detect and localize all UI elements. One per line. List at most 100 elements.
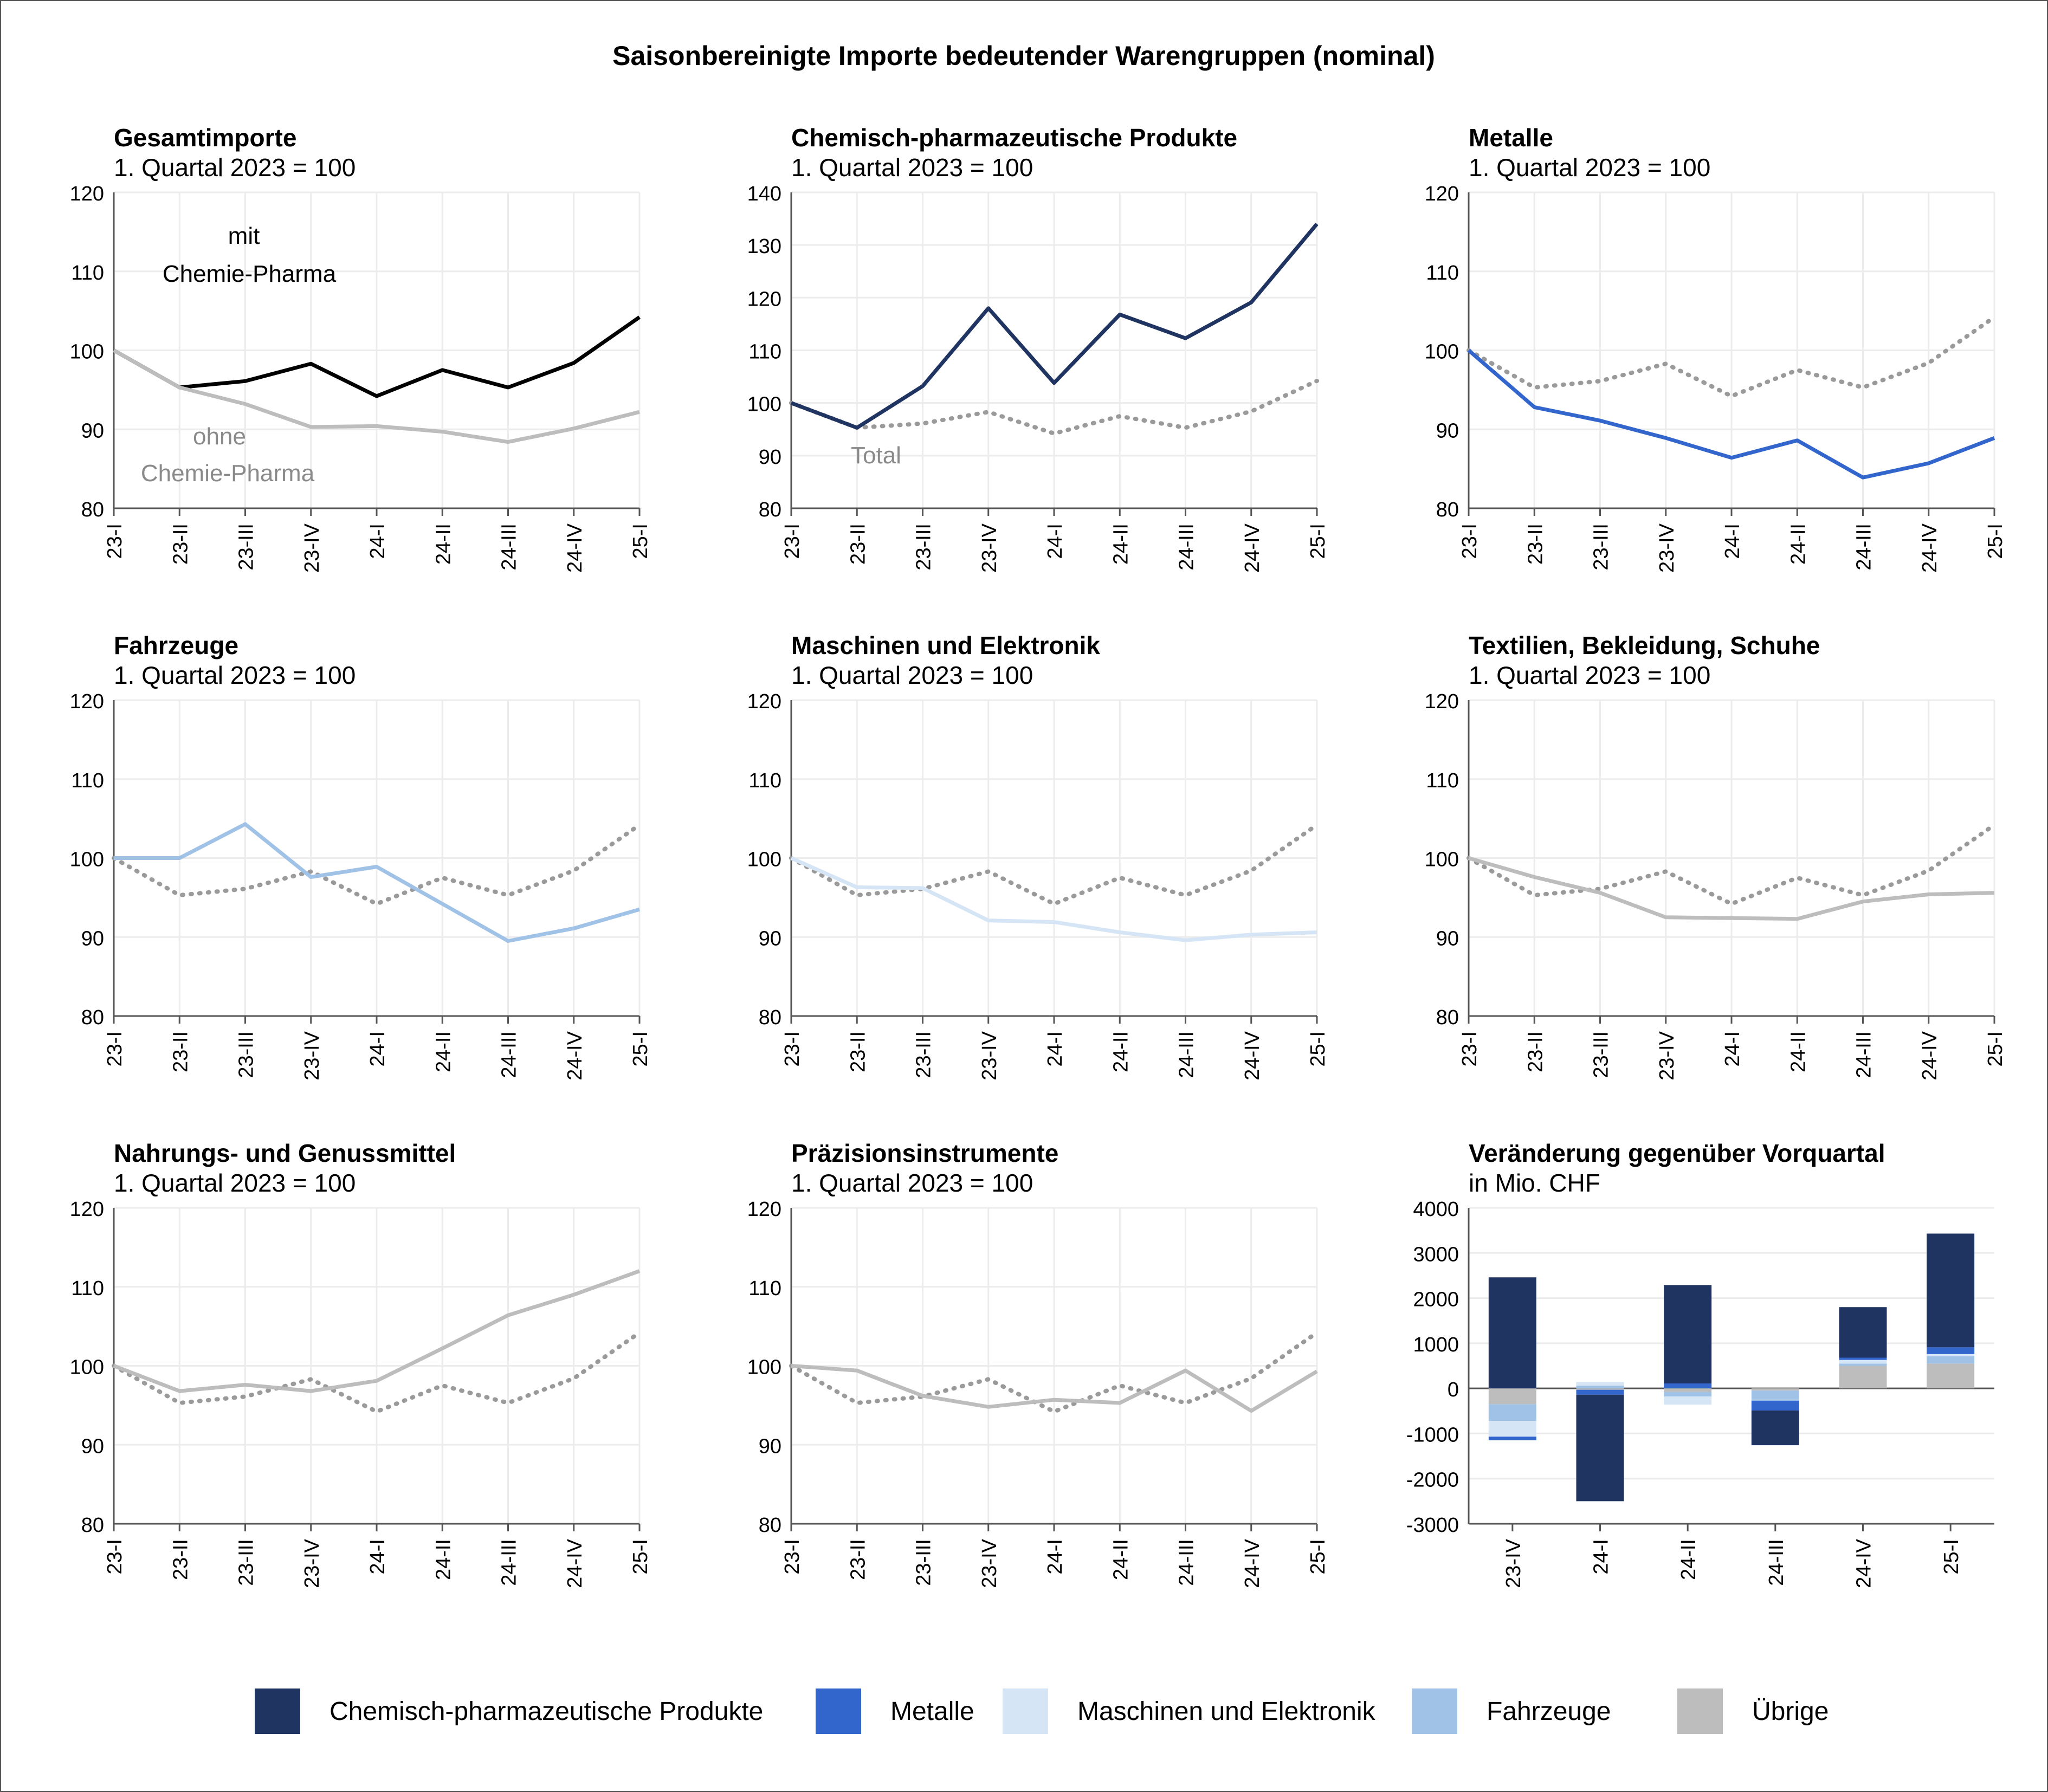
y-tick-label: 100 — [747, 1356, 781, 1379]
panel-title: Fahrzeuge — [114, 631, 238, 659]
x-tick-label: 24-IV — [564, 1031, 586, 1080]
x-tick-label: 23-III — [913, 523, 935, 571]
x-tick-label: 23-IV — [1656, 1031, 1678, 1080]
series-line-total — [112, 823, 642, 906]
x-tick-label: 24-IV — [1918, 1031, 1941, 1080]
bar-segment-maschinen-und-elektronik — [1664, 1396, 1712, 1405]
y-tick-label: 110 — [71, 1277, 104, 1300]
x-tick-label: 25-I — [629, 523, 652, 559]
legend-label: Maschinen und Elektronik — [1077, 1697, 1376, 1726]
x-tick-label: 24-III — [498, 1031, 521, 1078]
legend-swatch-metalle — [816, 1689, 861, 1734]
y-tick-label: 100 — [70, 341, 104, 364]
series-line-maschinen-und-elektronik — [790, 856, 1317, 942]
x-tick-label: 24-IV — [1241, 1538, 1264, 1588]
x-tick-label: 24-IV — [1918, 523, 1941, 572]
series-line-total — [789, 378, 1319, 436]
y-tick-label: 110 — [1426, 769, 1459, 792]
x-tick-label: 24-IV — [1241, 523, 1264, 572]
y-tick-label: 80 — [81, 499, 104, 521]
y-tick-label: 120 — [747, 690, 781, 713]
series-line-total — [789, 823, 1319, 906]
y-tick-label: 2000 — [1413, 1289, 1459, 1311]
bar-segment-fahrzeuge — [1488, 1404, 1536, 1421]
bar-segment-ubrige — [1576, 1388, 1624, 1390]
bar-segment-maschinen-und-elektronik — [1576, 1382, 1624, 1386]
y-tick-label: 80 — [81, 1006, 104, 1029]
x-tick-label: 24-I — [1721, 523, 1744, 559]
bar-segment-chemisch-pharmazeutische-produkte — [1664, 1285, 1712, 1383]
bar-segment-ubrige — [1751, 1388, 1799, 1391]
bar-segment-metalle — [1576, 1389, 1624, 1395]
annotation-label: ohne — [193, 423, 246, 450]
x-tick-label: 24-III — [1175, 1539, 1198, 1586]
bar-segment-metalle — [1488, 1437, 1536, 1440]
y-tick-label: 90 — [81, 419, 104, 442]
x-tick-label: 23-IV — [1502, 1538, 1525, 1588]
series-line-prazisionsinstrumente — [791, 1364, 1318, 1413]
bar-segment-fahrzeuge — [1576, 1386, 1624, 1389]
y-tick-label: 120 — [747, 288, 781, 310]
x-tick-label: 24-IV — [1241, 1031, 1264, 1080]
bar-segment-metalle — [1839, 1357, 1887, 1360]
panel-subtitle: 1. Quartal 2023 = 100 — [791, 153, 1033, 182]
series-line-fahrzeuge — [114, 822, 640, 943]
panel-subtitle: 1. Quartal 2023 = 100 — [1469, 153, 1710, 182]
x-tick-label: 24-II — [1787, 1031, 1810, 1072]
bar-segment-chemisch-pharmazeutische-produkte — [1751, 1410, 1799, 1446]
y-tick-label: 110 — [748, 341, 781, 364]
y-tick-label: 90 — [81, 1435, 104, 1458]
x-tick-label: 23-IV — [301, 523, 324, 572]
panel-title: Präzisionsinstrumente — [791, 1139, 1058, 1167]
y-tick-label: 90 — [1436, 419, 1459, 442]
x-tick-label: 23-I — [781, 523, 804, 559]
x-tick-label: 24-III — [498, 523, 521, 571]
x-tick-label: 24-I — [366, 1539, 389, 1574]
x-tick-label: 24-III — [1175, 1031, 1198, 1078]
x-tick-label: 24-II — [1677, 1539, 1700, 1580]
x-tick-label: 23-II — [169, 1539, 192, 1580]
x-tick-label: 25-I — [1307, 523, 1329, 559]
x-tick-label: 24-I — [1044, 523, 1067, 559]
legend-label: Metalle — [890, 1697, 974, 1726]
x-tick-label: 23-I — [781, 1539, 804, 1574]
x-tick-label: 24-III — [1853, 523, 1876, 571]
x-tick-label: 25-I — [1984, 523, 2007, 559]
x-tick-label: 23-III — [913, 1539, 935, 1586]
x-tick-label: 24-IV — [564, 523, 586, 572]
x-tick-label: 24-III — [1175, 523, 1198, 571]
y-tick-label: 120 — [70, 690, 104, 713]
x-tick-label: 23-IV — [978, 523, 1001, 572]
x-tick-label: 23-IV — [978, 1031, 1001, 1080]
y-tick-label: 100 — [70, 849, 104, 871]
x-tick-label: 23-II — [1524, 523, 1547, 565]
x-tick-label: 24-I — [1590, 1539, 1613, 1574]
x-tick-label: 24-II — [432, 523, 455, 565]
legend-swatch-chemisch-pharmazeutische-produkte — [255, 1689, 300, 1734]
x-tick-label: 23-IV — [1656, 523, 1678, 572]
bar-segment-chemisch-pharmazeutische-produkte — [1839, 1307, 1887, 1358]
x-tick-label: 23-II — [169, 523, 192, 565]
y-tick-label: 90 — [759, 1435, 781, 1458]
y-tick-label: 90 — [81, 927, 104, 950]
panel-subtitle: 1. Quartal 2023 = 100 — [114, 661, 356, 689]
annotation-label: mit — [228, 223, 260, 249]
bar-segment-metalle — [1664, 1383, 1712, 1389]
x-tick-label: 23-II — [847, 523, 869, 565]
y-tick-label: 100 — [1425, 341, 1459, 364]
y-tick-label: -1000 — [1406, 1424, 1459, 1446]
y-tick-label: 100 — [70, 1356, 104, 1379]
x-tick-label: 23-III — [913, 1031, 935, 1078]
x-tick-label: 23-I — [104, 1539, 126, 1574]
y-tick-label: 80 — [759, 1514, 781, 1537]
y-tick-label: 120 — [1425, 183, 1459, 205]
panel-title: Maschinen und Elektronik — [791, 631, 1100, 659]
series-line-metalle — [1467, 348, 1995, 480]
